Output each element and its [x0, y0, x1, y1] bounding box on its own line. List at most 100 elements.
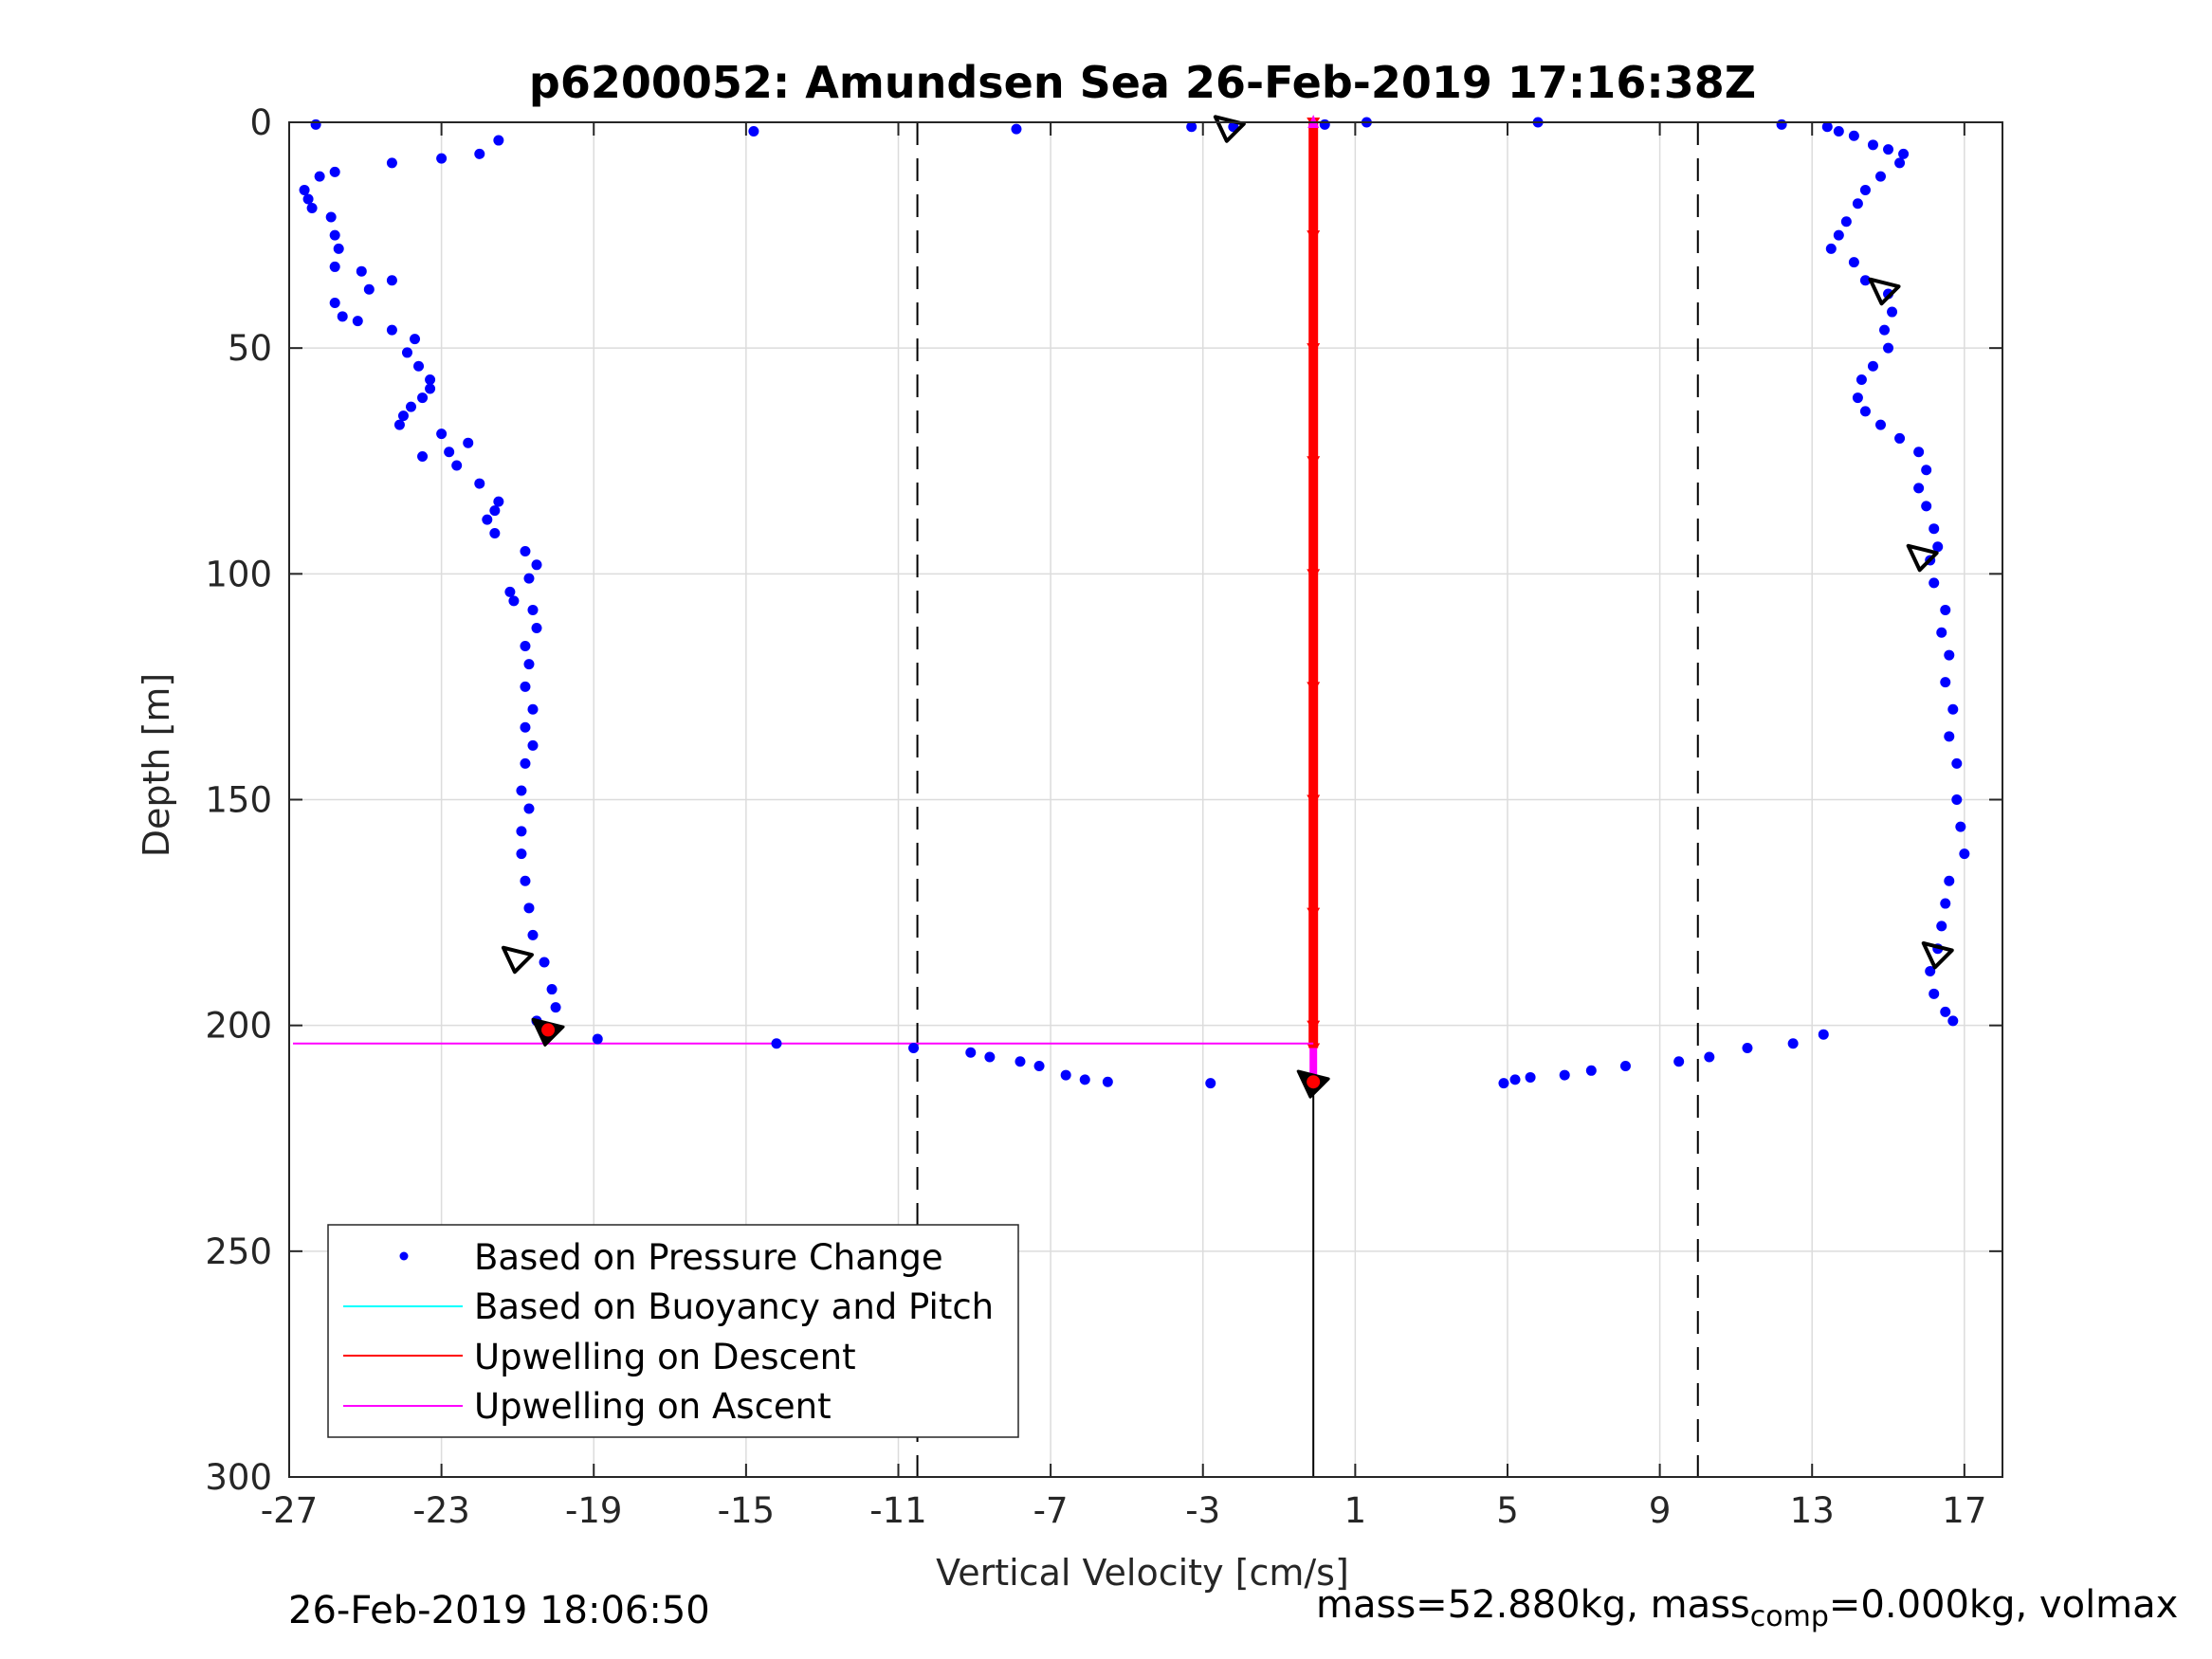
x-tick-label: -7 [1033, 1490, 1069, 1531]
footer-mass-info: mass=52.880kg, masscomp=0.000kg, volmax [1316, 1583, 2178, 1633]
pressure-change-point [1936, 921, 1947, 932]
pressure-change-point [386, 157, 397, 169]
pressure-change-point [1883, 144, 1894, 155]
pressure-change-point [1959, 848, 1970, 860]
pressure-change-point [405, 401, 416, 412]
x-tick-label: 5 [1496, 1490, 1519, 1531]
pressure-change-point [1883, 342, 1894, 354]
pressure-change-point [482, 514, 493, 525]
pressure-change-point [1509, 1074, 1521, 1085]
pressure-change-point [1787, 1038, 1799, 1049]
pressure-change-point [546, 984, 558, 995]
y-axis-label: Depth [m] [136, 673, 177, 858]
pressure-change-point [1859, 184, 1871, 195]
pressure-change-point [520, 681, 531, 692]
pressure-change-point [1015, 1056, 1026, 1067]
pressure-change-point [1060, 1069, 1071, 1081]
pressure-change-point [1833, 229, 1844, 241]
pressure-change-point [329, 166, 340, 177]
pressure-change-point [436, 428, 448, 440]
legend-label-pressure: Based on Pressure Change [474, 1237, 943, 1278]
y-tick-label: 300 [205, 1457, 272, 1498]
pressure-change-point [1925, 966, 1936, 977]
upwelling-descent-marker [1307, 907, 1321, 920]
pressure-change-point [1852, 198, 1863, 210]
pressure-change-point [425, 383, 436, 394]
pressure-change-point [1821, 121, 1833, 133]
pressure-change-point [1033, 1061, 1045, 1072]
pressure-change-point [1913, 483, 1925, 494]
pressure-change-point [908, 1042, 920, 1053]
upwelling-descent-marker [1307, 456, 1321, 468]
pressure-change-point [1186, 121, 1197, 133]
legend-label-ascent: Upwelling on Ascent [474, 1386, 832, 1427]
pressure-change-point [1932, 541, 1944, 553]
pressure-change-point [1947, 703, 1959, 715]
x-tick-label: -3 [1185, 1490, 1220, 1531]
open-triangle-marker [1213, 115, 1246, 143]
pressure-change-point [474, 478, 485, 489]
y-tick-label: 250 [205, 1231, 272, 1272]
pressure-change-point [1776, 118, 1787, 130]
open-triangle-marker [501, 945, 534, 975]
pressure-change-point [444, 447, 455, 458]
pressure-change-point [413, 360, 425, 372]
pressure-change-point [520, 721, 531, 733]
pressure-change-point [325, 211, 337, 223]
pressure-change-point [1894, 157, 1906, 169]
pressure-change-point [1875, 171, 1887, 182]
pressure-change-point [550, 1002, 561, 1013]
legend: Based on Pressure Change Based on Buoyan… [327, 1224, 1019, 1438]
pressure-change-point [1947, 1015, 1959, 1027]
pressure-change-point [1867, 360, 1878, 372]
pressure-change-point [1673, 1056, 1685, 1067]
pressure-change-point [352, 316, 363, 327]
pressure-change-point [425, 374, 436, 386]
pressure-change-point [329, 298, 340, 309]
pressure-change-point [333, 243, 344, 254]
pressure-change-point [493, 496, 504, 507]
pressure-change-point [1011, 123, 1022, 135]
pressure-change-point [508, 595, 520, 607]
pressure-change-point [531, 559, 542, 571]
footer-mass-part2: =0.000kg, volmax [1828, 1583, 2179, 1627]
pressure-change-point [516, 826, 527, 837]
pressure-change-point [1944, 731, 1955, 742]
pressure-change-point [527, 703, 539, 715]
footer-mass-part1: mass=52.880kg, mass [1316, 1583, 1750, 1627]
legend-label-buoyancy: Based on Buoyancy and Pitch [474, 1286, 994, 1327]
pressure-change-point [1940, 604, 1951, 615]
pressure-change-point [531, 622, 542, 633]
legend-box [327, 1224, 1019, 1438]
pressure-change-point [493, 135, 504, 146]
red-marker [541, 1023, 556, 1037]
pressure-change-point [386, 275, 397, 286]
y-tick-label: 150 [205, 780, 272, 821]
pressure-change-point [356, 265, 367, 277]
pressure-change-point [1704, 1051, 1715, 1063]
pressure-change-point [417, 392, 429, 404]
pressure-change-point [1102, 1076, 1113, 1087]
pressure-change-point [516, 848, 527, 860]
pressure-change-point [1867, 139, 1878, 151]
pressure-change-point [363, 283, 375, 295]
pressure-change-point [1840, 216, 1852, 228]
pressure-change-point [523, 803, 535, 814]
y-tick-label: 0 [249, 102, 272, 143]
legend-swatch-pressure [399, 1251, 409, 1261]
y-tick-label: 50 [228, 328, 272, 369]
pressure-change-point [1929, 523, 1940, 535]
triangle-markers [501, 115, 1954, 1099]
pressure-change-points [299, 117, 1970, 1089]
pressure-change-point [1929, 988, 1940, 999]
pressure-change-point [771, 1038, 782, 1049]
pressure-change-point [337, 311, 348, 322]
x-tick-label: 1 [1344, 1490, 1367, 1531]
x-tick-label: 9 [1649, 1490, 1672, 1531]
pressure-change-point [314, 171, 325, 182]
x-tick-label: -11 [869, 1490, 926, 1531]
pressure-change-point [1921, 465, 1932, 476]
pressure-change-point [592, 1033, 603, 1045]
pressure-change-point [1585, 1065, 1597, 1076]
open-triangle-marker [1921, 940, 1954, 970]
